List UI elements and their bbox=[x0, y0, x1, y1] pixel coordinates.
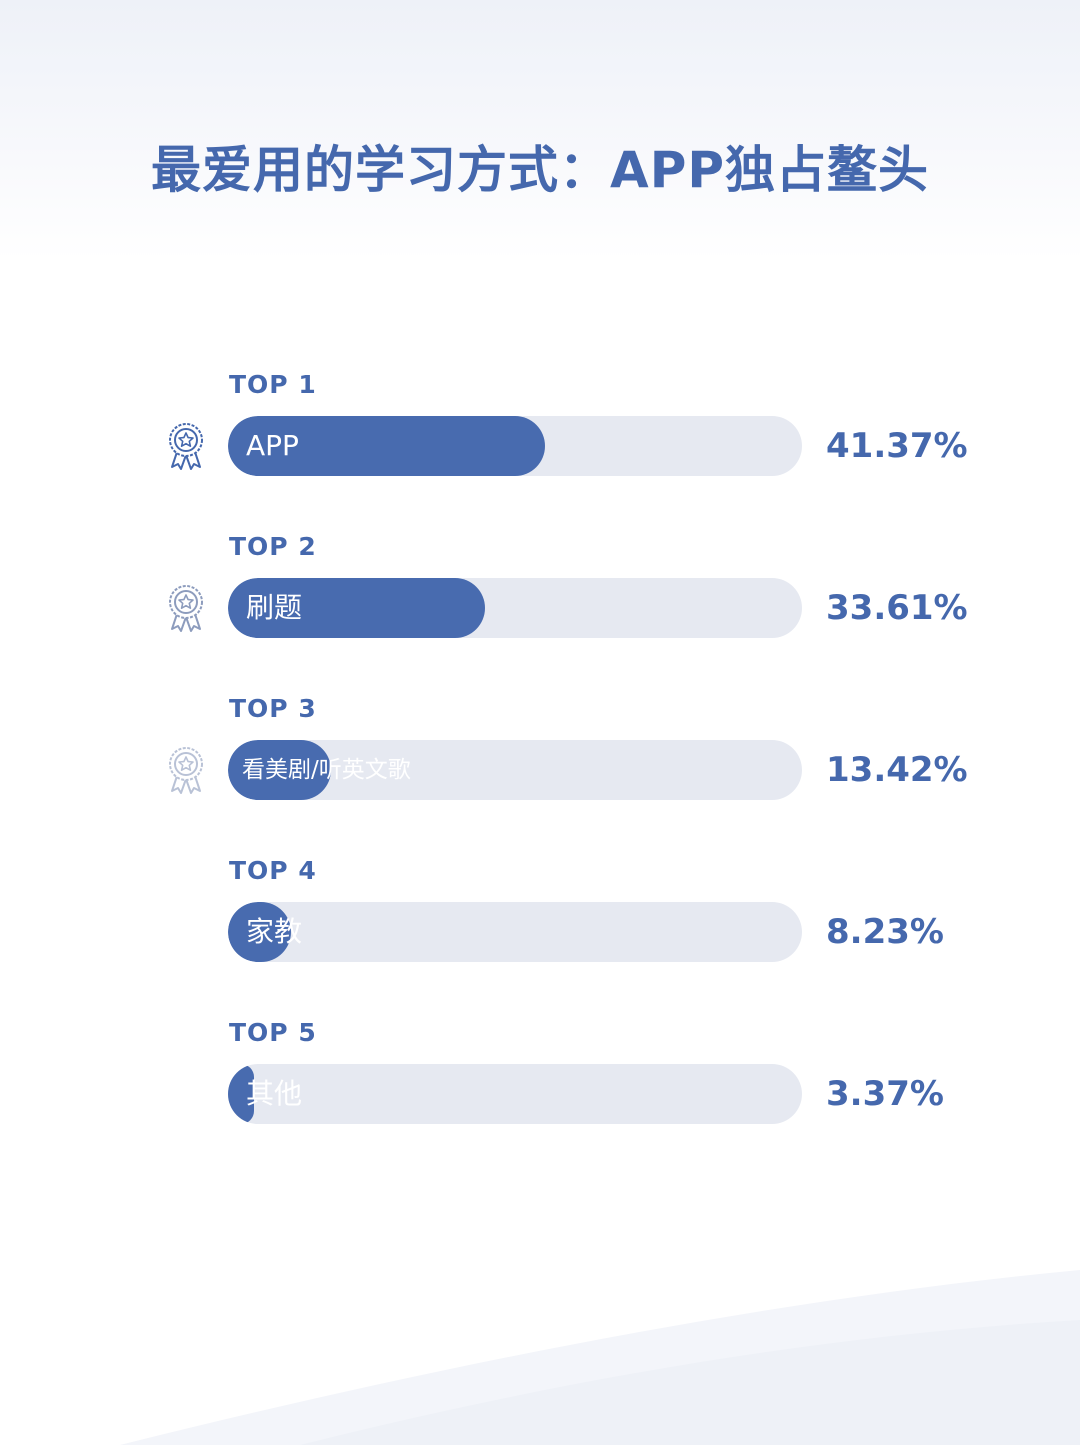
bar-category-label: 刷题 bbox=[246, 591, 303, 624]
bar-fill bbox=[228, 416, 545, 476]
rank-label: TOP 3 bbox=[229, 694, 317, 723]
medal-silver-icon bbox=[166, 583, 206, 633]
page-title: 最爱用的学习方式：APP独占鳌头 bbox=[151, 141, 929, 199]
rank-label: TOP 1 bbox=[229, 370, 317, 399]
bar-category-label: 其他 bbox=[246, 1077, 303, 1110]
bar-value-label: 8.23% bbox=[826, 912, 944, 952]
bar-track: 其他 bbox=[228, 1064, 802, 1124]
bar-track: 看美剧/听英文歌 bbox=[228, 740, 802, 800]
bar-fill bbox=[228, 902, 291, 962]
bar-value-label: 41.37% bbox=[826, 426, 968, 466]
rank-label: TOP 2 bbox=[229, 532, 317, 561]
rank-label: TOP 5 bbox=[229, 1018, 317, 1047]
medal-bronze-icon bbox=[166, 745, 206, 795]
bar-value-label: 33.61% bbox=[826, 588, 968, 628]
bar-value-label: 13.42% bbox=[826, 750, 968, 790]
bar-category-label: 家教 bbox=[246, 915, 303, 948]
bar-category-label: APP bbox=[246, 429, 299, 462]
bar-fill bbox=[228, 1064, 254, 1124]
bar-track: APP bbox=[228, 416, 802, 476]
bar-value-label: 3.37% bbox=[826, 1074, 944, 1114]
medal-gold-icon bbox=[166, 421, 206, 471]
rank-label: TOP 4 bbox=[229, 856, 317, 885]
bar-fill bbox=[228, 740, 331, 800]
bar-track: 家教 bbox=[228, 902, 802, 962]
bar-category-label: 看美剧/听英文歌 bbox=[242, 757, 411, 783]
decorative-swoosh bbox=[120, 1270, 1080, 1445]
bar-track: 刷题 bbox=[228, 578, 802, 638]
bar-fill bbox=[228, 578, 485, 638]
